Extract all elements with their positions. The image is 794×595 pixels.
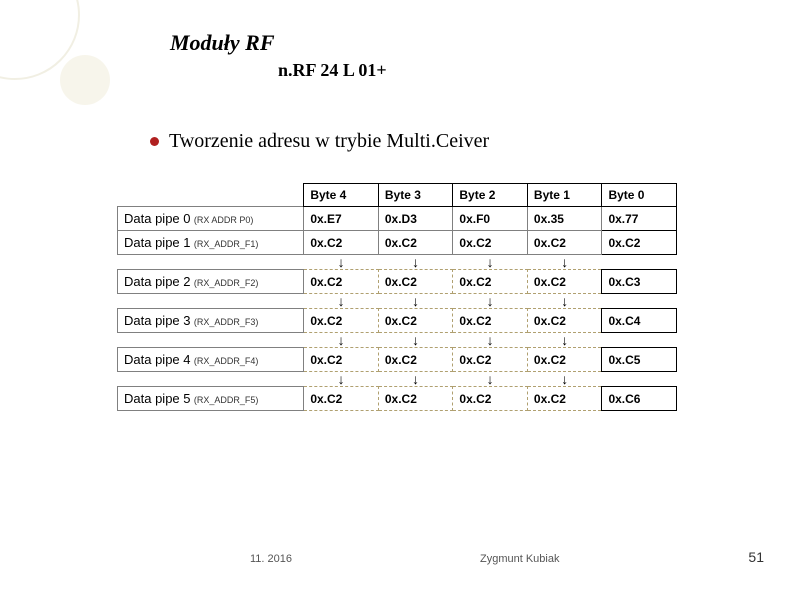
cell-value: 0x.C2 xyxy=(304,348,379,372)
down-arrow-icon: ↓ xyxy=(527,294,602,309)
down-arrow-icon: ↓ xyxy=(527,372,602,387)
table-corner xyxy=(118,184,304,207)
down-arrow-icon xyxy=(602,294,677,309)
cell-value: 0x.C2 xyxy=(527,348,602,372)
col-header: Byte 0 xyxy=(602,184,677,207)
cell-value: 0x.D3 xyxy=(378,207,453,231)
cell-value: 0x.C2 xyxy=(378,231,453,255)
row-header: Data pipe 4 (RX_ADDR_F4) xyxy=(118,348,304,372)
cell-value: 0x.C2 xyxy=(602,231,677,255)
row-header: Data pipe 5 (RX_ADDR_F5) xyxy=(118,387,304,411)
down-arrow-icon xyxy=(602,333,677,348)
cell-value: 0x.C2 xyxy=(527,231,602,255)
down-arrow-icon: ↓ xyxy=(378,333,453,348)
cell-value: 0x.C2 xyxy=(378,348,453,372)
page-number: 51 xyxy=(748,549,764,565)
col-header: Byte 1 xyxy=(527,184,602,207)
row-header: Data pipe 2 (RX_ADDR_F2) xyxy=(118,270,304,294)
deco-circle-small xyxy=(60,55,110,105)
down-arrow-icon xyxy=(602,255,677,270)
col-header: Byte 4 xyxy=(304,184,379,207)
down-arrow-icon: ↓ xyxy=(453,255,528,270)
cell-value: 0x.35 xyxy=(527,207,602,231)
down-arrow-icon: ↓ xyxy=(304,294,379,309)
slide-subtitle: n.RF 24 L 01+ xyxy=(278,60,387,81)
cell-value: 0x.C3 xyxy=(602,270,677,294)
bullet-text: Tworzenie adresu w trybie Multi.Ceiver xyxy=(169,130,489,153)
down-arrow-icon: ↓ xyxy=(304,333,379,348)
cell-value: 0x.C2 xyxy=(304,387,379,411)
row-header: Data pipe 3 (RX_ADDR_F3) xyxy=(118,309,304,333)
cell-value: 0x.C2 xyxy=(527,270,602,294)
cell-value: 0x.C2 xyxy=(378,387,453,411)
cell-value: 0x.77 xyxy=(602,207,677,231)
down-arrow-icon: ↓ xyxy=(453,333,528,348)
cell-value: 0x.C2 xyxy=(453,309,528,333)
cell-value: 0x.C4 xyxy=(602,309,677,333)
footer-author: Zygmunt Kubiak xyxy=(480,553,559,565)
cell-value: 0x.E7 xyxy=(304,207,379,231)
cell-value: 0x.F0 xyxy=(453,207,528,231)
cell-value: 0x.C2 xyxy=(378,309,453,333)
col-header: Byte 3 xyxy=(378,184,453,207)
bullet-item: Tworzenie adresu w trybie Multi.Ceiver xyxy=(150,130,489,153)
address-table: Byte 4Byte 3Byte 2Byte 1Byte 0 Data pipe … xyxy=(117,183,677,411)
down-arrow-icon: ↓ xyxy=(527,333,602,348)
cell-value: 0x.C2 xyxy=(527,309,602,333)
down-arrow-icon: ↓ xyxy=(527,255,602,270)
cell-value: 0x.C2 xyxy=(304,231,379,255)
cell-value: 0x.C2 xyxy=(453,231,528,255)
down-arrow-icon: ↓ xyxy=(378,255,453,270)
row-header: Data pipe 1 (RX_ADDR_F1) xyxy=(118,231,304,255)
cell-value: 0x.C2 xyxy=(453,387,528,411)
cell-value: 0x.C2 xyxy=(527,387,602,411)
bullet-icon xyxy=(150,137,159,146)
down-arrow-icon xyxy=(602,372,677,387)
down-arrow-icon: ↓ xyxy=(378,372,453,387)
col-header: Byte 2 xyxy=(453,184,528,207)
cell-value: 0x.C6 xyxy=(602,387,677,411)
down-arrow-icon: ↓ xyxy=(453,372,528,387)
cell-value: 0x.C2 xyxy=(378,270,453,294)
down-arrow-icon: ↓ xyxy=(378,294,453,309)
footer-date: 11. 2016 xyxy=(250,553,292,565)
down-arrow-icon: ↓ xyxy=(304,372,379,387)
slide-title: Moduły RF xyxy=(170,30,275,56)
down-arrow-icon: ↓ xyxy=(304,255,379,270)
cell-value: 0x.C2 xyxy=(453,348,528,372)
cell-value: 0x.C2 xyxy=(304,270,379,294)
cell-value: 0x.C2 xyxy=(453,270,528,294)
row-header: Data pipe 0 (RX ADDR P0) xyxy=(118,207,304,231)
cell-value: 0x.C2 xyxy=(304,309,379,333)
cell-value: 0x.C5 xyxy=(602,348,677,372)
down-arrow-icon: ↓ xyxy=(453,294,528,309)
